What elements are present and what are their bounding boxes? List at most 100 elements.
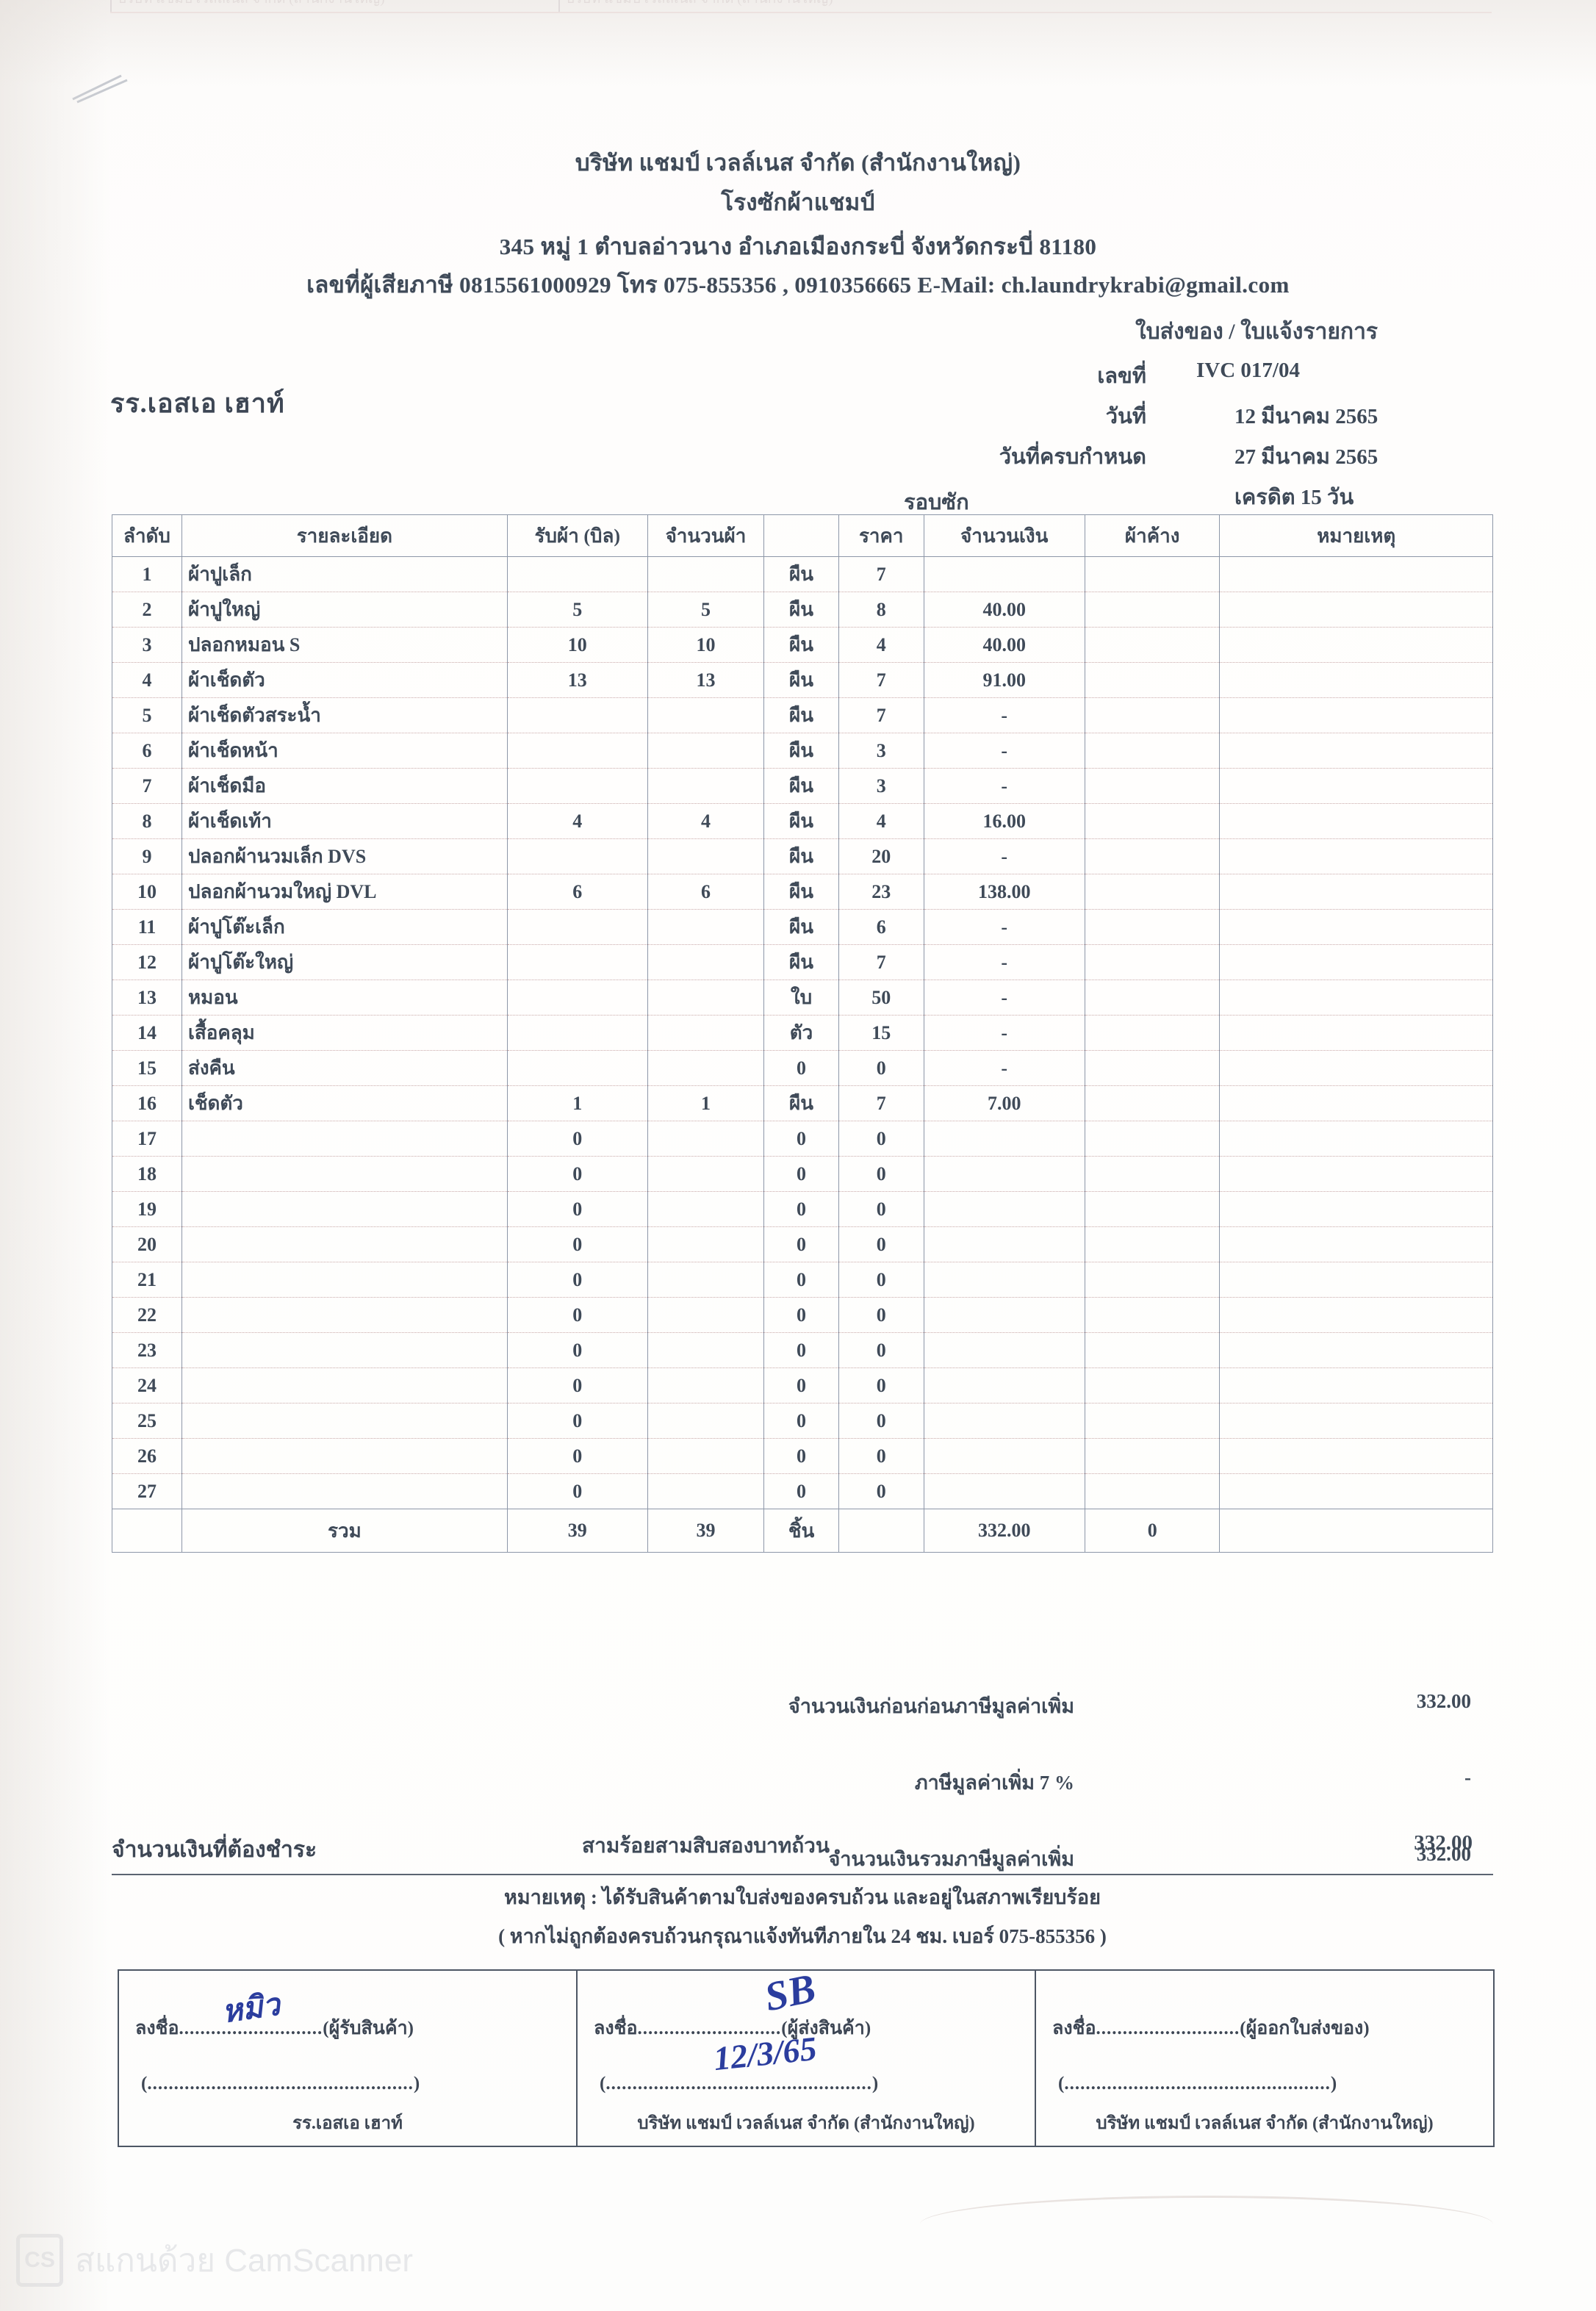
cell-no: 10 [112, 874, 182, 910]
table-row: 19 0 0 0 [112, 1191, 1493, 1227]
cell-no: 8 [112, 803, 182, 839]
cell-price: 0 [838, 1226, 924, 1262]
cell-amount [923, 1332, 1085, 1368]
cell-no: 27 [112, 1473, 182, 1509]
cell-qty [647, 1332, 765, 1368]
total-amount: 332.00 [923, 1509, 1085, 1553]
signature-block: ลงชื่อ...........................(ผู้รับ… [118, 1966, 1495, 2147]
cell-no: 26 [112, 1438, 182, 1474]
cell-amount [923, 1156, 1085, 1192]
column-header-amount: จำนวนเงิน [923, 514, 1085, 557]
grand-total-value: 332.00 [1416, 1843, 1471, 1865]
footer-notes: หมายเหตุ : ได้รับสินค้าตามใบส่งของครบถ้ว… [112, 1881, 1493, 1952]
cell-no: 11 [112, 909, 182, 945]
cell-unit: 0 [763, 1332, 839, 1368]
amount-due-value: 332.00 [1414, 1831, 1473, 1855]
cell-price: 0 [838, 1438, 924, 1474]
due-date-label: วันที่ครบกำหนด [999, 445, 1146, 469]
wash-round-label: รอบซัก [904, 491, 969, 514]
company-name: บริษัท แชมป์ เวลล์เนส จำกัด (สำนักงานใหญ… [575, 150, 1021, 176]
cell-qty [647, 1050, 765, 1086]
column-header-bill: รับผ้า (บิล) [506, 514, 648, 557]
cell-desc: ปลอกผ้านวมใหญ่ DVL [181, 874, 508, 910]
cell-pending [1084, 592, 1221, 628]
cell-no: 20 [112, 1226, 182, 1262]
cell-no: 24 [112, 1367, 182, 1404]
cell-unit: 0 [763, 1297, 839, 1333]
cell-desc: ปลอกหมอน S [181, 627, 508, 663]
cell-desc: หมอน [181, 980, 508, 1016]
cell-pending [1084, 1297, 1221, 1333]
cell-price: 8 [838, 592, 924, 628]
cell-no: 22 [112, 1297, 182, 1333]
cell-price: 20 [838, 838, 924, 874]
cell-price: 4 [838, 803, 924, 839]
name-dots: ........................................… [605, 2074, 872, 2093]
camscanner-text: สแกนด้วย CamScanner [75, 2243, 414, 2279]
vat-value: - [1464, 1767, 1471, 1789]
cell-unit: 0 [763, 1438, 839, 1474]
cell-note [1219, 838, 1493, 874]
cell-note [1219, 1191, 1493, 1227]
cell-price: 0 [838, 1121, 924, 1157]
cell-amount [923, 1297, 1085, 1333]
total-bill: 39 [506, 1509, 648, 1553]
table-row: 9 ปลอกผ้านวมเล็ก DVS ผืน 20- [112, 838, 1493, 874]
cell-note [1219, 1403, 1493, 1439]
cell-qty [647, 1297, 765, 1333]
note-line-1: หมายเหตุ : ได้รับสินค้าตามใบส่งของครบถ้ว… [504, 1886, 1101, 1908]
cell-desc [181, 1297, 508, 1333]
cell-qty [647, 980, 765, 1016]
table-body: 1 ผ้าปูเล็ก ผืน 7 2 ผ้าปูใหญ่ 5 5 ผืน 8 40.00 3 ปลอก… [112, 556, 1493, 1509]
name-dots: ........................................… [147, 2074, 414, 2093]
cell-pending [1084, 1332, 1221, 1368]
cell-amount [923, 1262, 1085, 1298]
signature-name-line: (.......................................… [141, 2074, 558, 2094]
cell-amount [923, 1191, 1085, 1227]
column-header-pending: ผ้าค้าง [1084, 514, 1221, 557]
cell-pending [1084, 1050, 1221, 1086]
cell-qty [647, 697, 765, 733]
cell-no: 2 [112, 592, 182, 628]
total-qty: 39 [647, 1509, 765, 1553]
cell-amount: - [923, 1050, 1085, 1086]
previous-page-strip: บริษัท แชมป์ เวลล์เนส จำกัด (สำนักงานใหญ… [110, 0, 1492, 13]
cell-no: 21 [112, 1262, 182, 1298]
cell-amount [923, 556, 1085, 592]
column-header-desc: รายละเอียด [181, 514, 508, 557]
cell-unit: ผืน [763, 662, 839, 698]
cell-note [1219, 1226, 1493, 1262]
cell-no: 4 [112, 662, 182, 698]
subtotal-value: 332.00 [1416, 1690, 1471, 1712]
signature-line: ลงชื่อ...........................(ผู้ออก… [1052, 2013, 1480, 2043]
cell-desc [181, 1438, 508, 1474]
cell-price: 0 [838, 1367, 924, 1404]
cell-bill [506, 556, 648, 592]
cell-note [1219, 1121, 1493, 1157]
cell-unit: ผืน [763, 733, 839, 769]
table-row: 25 0 0 0 [112, 1403, 1493, 1439]
cell-pending [1084, 980, 1221, 1016]
name-open-paren: ( [600, 2074, 606, 2093]
cell-price: 0 [838, 1332, 924, 1368]
table-row: 14 เสื้อคลุม ตัว 15- [112, 1015, 1493, 1051]
table-row: 15 ส่งคืน 0 0- [112, 1050, 1493, 1086]
cell-unit: 0 [763, 1050, 839, 1086]
doc-no-label: เลขที่ [1097, 364, 1146, 388]
cell-pending [1084, 627, 1221, 663]
cell-amount: 91.00 [923, 662, 1085, 698]
cell-unit: ผืน [763, 592, 839, 628]
cell-desc: เช็ดตัว [181, 1085, 508, 1121]
cell-unit: 0 [763, 1403, 839, 1439]
cell-desc: เสื้อคลุม [181, 1015, 508, 1051]
table-row: 24 0 0 0 [112, 1367, 1493, 1404]
summary-row-vat: ภาษีมูลค่าเพิ่ม 7 % - [112, 1767, 1493, 1805]
cell-note [1219, 1050, 1493, 1086]
cell-desc: ผ้าเช็ดตัวสระน้ำ [181, 697, 508, 733]
cell-note [1219, 662, 1493, 698]
cell-price: 7 [838, 944, 924, 980]
cell-qty [647, 1191, 765, 1227]
company-address: 345 หมู่ 1 ตำบลอ่าวนาง อำเภอเมืองกระบี่ … [499, 234, 1097, 259]
table-row: 16 เช็ดตัว 1 1 ผืน 7 7.00 [112, 1085, 1493, 1121]
